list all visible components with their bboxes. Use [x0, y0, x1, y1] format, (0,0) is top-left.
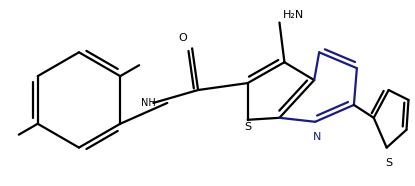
Text: S: S [385, 158, 392, 168]
Text: S: S [244, 122, 251, 132]
Text: H₂N: H₂N [283, 9, 304, 20]
Text: O: O [178, 33, 187, 43]
Text: N: N [313, 132, 321, 142]
Text: NH: NH [141, 98, 155, 108]
